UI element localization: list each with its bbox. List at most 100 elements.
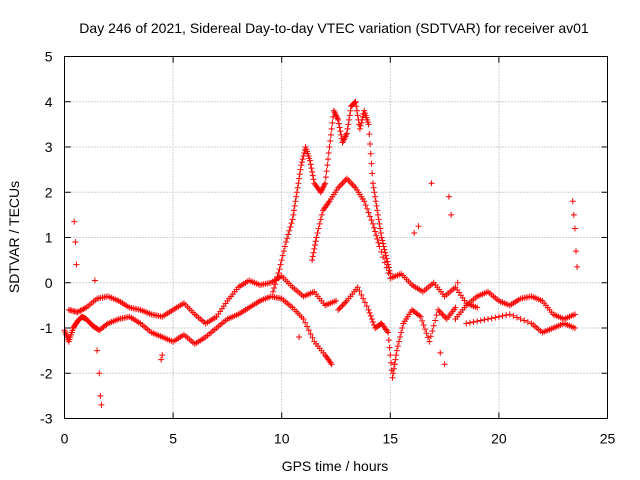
data-point (514, 314, 520, 321)
data-point (333, 297, 339, 304)
data-point (309, 168, 316, 175)
y-tick-label: 5 (45, 49, 53, 65)
data-point (371, 189, 378, 196)
data-point (366, 309, 373, 316)
data-point (346, 116, 353, 123)
data-point (326, 144, 333, 150)
data-point (287, 223, 294, 230)
data-point (362, 202, 369, 209)
data-point (296, 171, 303, 178)
data-point (377, 229, 384, 236)
data-point (385, 269, 392, 276)
data-point (272, 281, 279, 288)
data-point (423, 330, 430, 337)
data-point (336, 124, 343, 131)
data-point (328, 361, 335, 368)
data-point (399, 325, 406, 331)
data-point (374, 207, 381, 214)
y-tick-label: -1 (40, 320, 53, 336)
data-point (506, 311, 513, 318)
data-point (292, 198, 299, 205)
data-point (354, 284, 361, 291)
data-point (309, 172, 316, 179)
data-point (365, 121, 372, 128)
data-point (378, 248, 385, 255)
data-point (382, 249, 389, 256)
data-point (337, 128, 344, 135)
data-point (310, 249, 317, 256)
data-point (97, 392, 104, 399)
data-point (288, 220, 295, 227)
data-point (274, 273, 281, 280)
chart-title: Day 246 of 2021, Sidereal Day-to-day VTE… (79, 20, 589, 36)
data-point (335, 120, 342, 127)
data-point (296, 334, 303, 341)
data-point (300, 153, 307, 160)
data-point (477, 317, 484, 324)
series-upper-track (65, 272, 339, 327)
data-point (293, 193, 300, 200)
x-axis-label: GPS time / hours (282, 458, 389, 474)
data-point (367, 150, 374, 157)
data-point (299, 156, 306, 163)
data-point (379, 237, 386, 244)
data-point (312, 242, 319, 249)
data-point (375, 239, 382, 246)
data-point (372, 228, 379, 235)
data-point (293, 189, 300, 196)
gridlines (64, 56, 608, 419)
data-point (373, 232, 380, 239)
data-point (270, 288, 277, 295)
data-point (96, 370, 103, 377)
data-point (307, 331, 314, 338)
data-point (437, 349, 444, 356)
data-point (328, 125, 335, 132)
data-point (433, 312, 440, 319)
data-point (360, 295, 367, 302)
data-point (271, 285, 278, 292)
x-tick-label: 25 (600, 431, 616, 447)
data-point (277, 261, 284, 268)
data-point (298, 162, 305, 169)
data-point (452, 304, 459, 311)
data-point (311, 245, 318, 252)
data-point (416, 312, 423, 319)
data-point (441, 361, 448, 368)
data-point (344, 125, 351, 132)
data-point (445, 193, 452, 200)
data-point (571, 325, 578, 331)
data-point (281, 243, 288, 250)
data-point (426, 338, 433, 345)
data-point (448, 211, 455, 218)
data-point (374, 236, 381, 243)
data-point (432, 317, 439, 324)
data-point (517, 315, 524, 322)
data-point (385, 329, 392, 336)
data-point (72, 239, 79, 246)
data-point (474, 304, 481, 311)
data-point (322, 180, 329, 187)
data-point (411, 229, 418, 236)
y-axis-label: SDTVAR / TECUs (6, 181, 22, 293)
data-point (510, 312, 517, 319)
data-point (314, 229, 321, 236)
data-point (384, 258, 391, 265)
data-point (278, 257, 285, 264)
data-point (367, 312, 374, 319)
data-point (474, 318, 481, 325)
data-point (571, 225, 578, 232)
data-point (367, 213, 374, 220)
data-point (371, 224, 378, 231)
data-point (365, 209, 372, 216)
data-point (158, 356, 165, 363)
data-point (369, 180, 376, 187)
data-point (280, 248, 287, 255)
data-point (103, 321, 110, 328)
data-point (159, 352, 166, 359)
series-dip-track (335, 284, 459, 381)
data-point (374, 211, 381, 218)
data-point (372, 198, 379, 205)
data-point (368, 315, 375, 322)
data-point (359, 116, 366, 123)
